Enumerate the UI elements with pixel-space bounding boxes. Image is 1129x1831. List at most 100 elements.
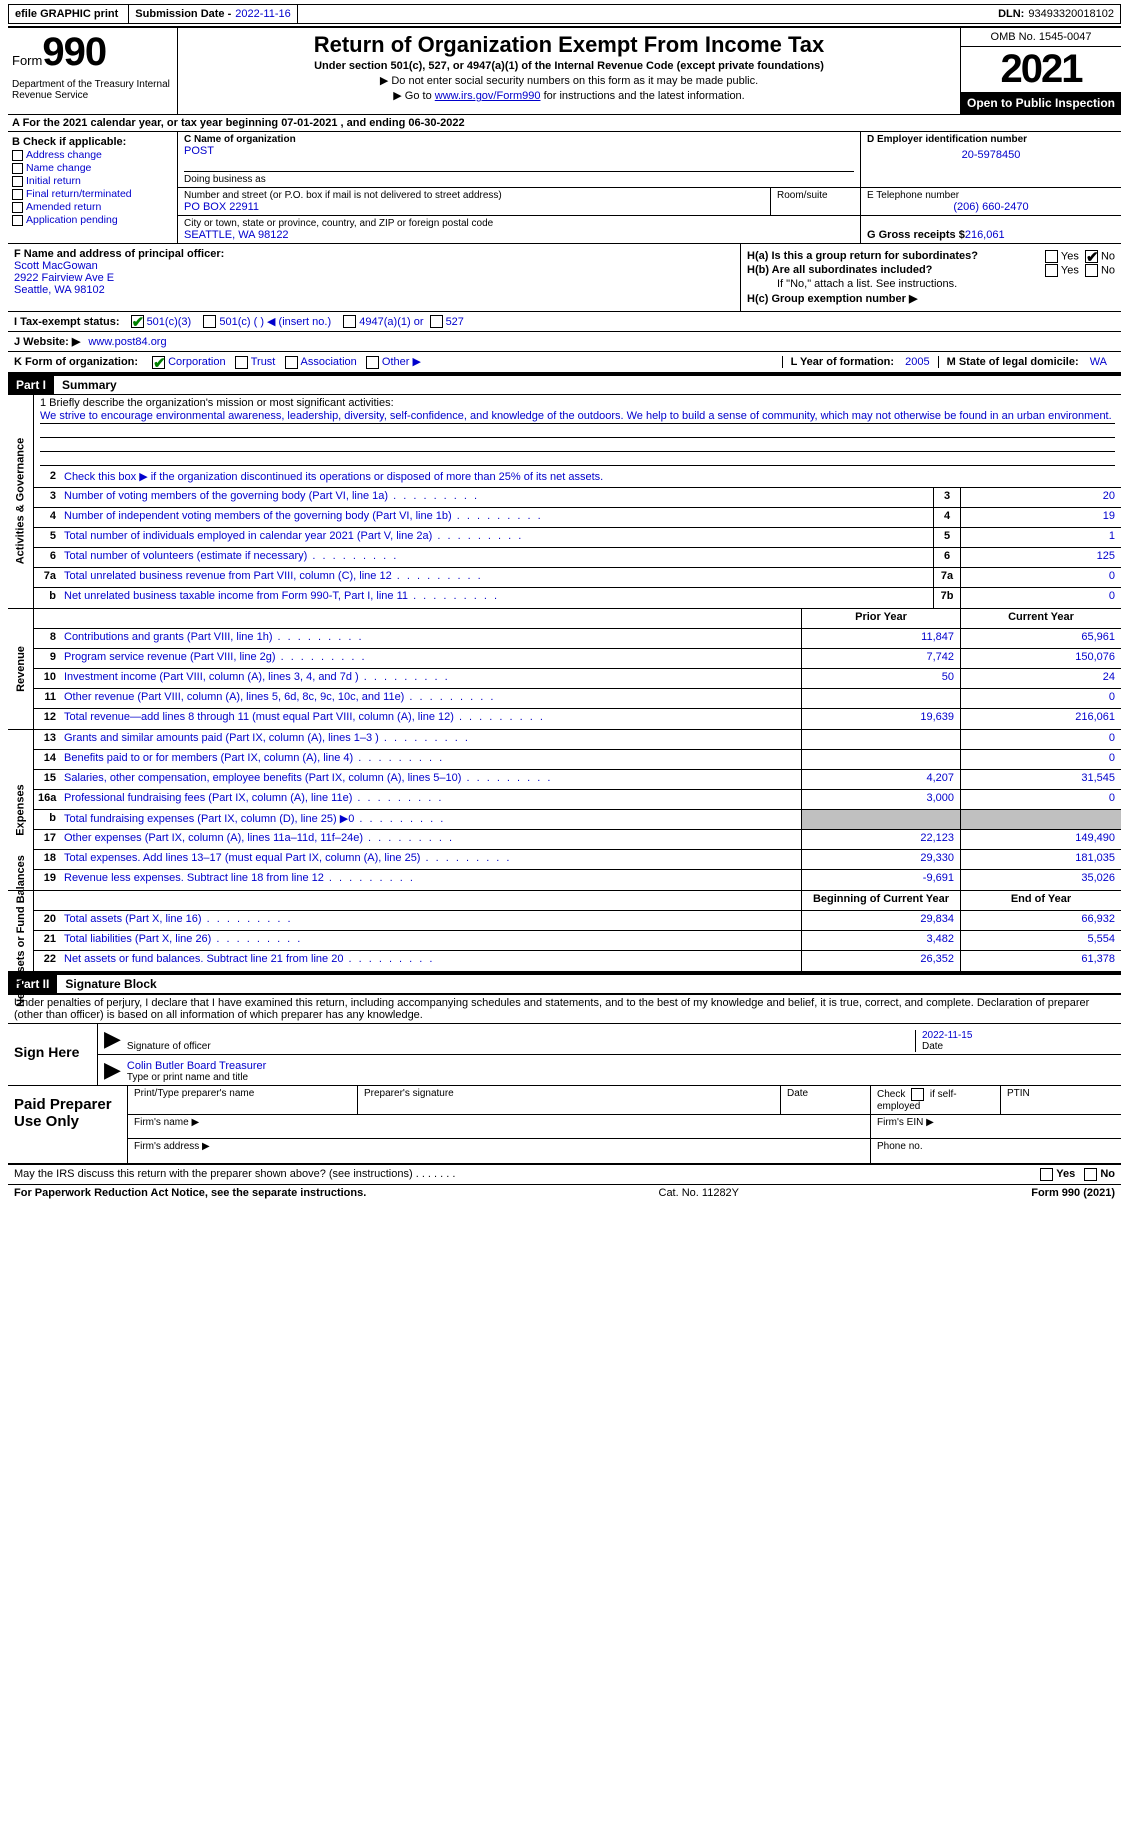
section-bcde: B Check if applicable: Address change Na… (8, 131, 1121, 243)
hb-no[interactable] (1085, 264, 1098, 277)
cb-address-change[interactable]: Address change (12, 149, 173, 161)
discuss-no[interactable] (1084, 1168, 1097, 1181)
officer-signature[interactable]: Signature of officer (127, 1041, 915, 1052)
efile-btn[interactable]: efile GRAPHIC print (9, 5, 129, 23)
f-label: F Name and address of principal officer: (14, 248, 224, 260)
hdr-begin: Beginning of Current Year (801, 891, 961, 910)
table-row: 15 Salaries, other compensation, employe… (34, 770, 1121, 790)
cb-4947[interactable] (343, 315, 356, 328)
form-title: Return of Organization Exempt From Incom… (186, 32, 952, 58)
hc-label: H(c) Group exemption number ▶ (747, 293, 917, 305)
sign-here: Sign Here (8, 1024, 98, 1085)
cb-application[interactable]: Application pending (12, 214, 173, 226)
box-h: H(a) Is this a group return for subordin… (741, 244, 1121, 311)
phone-label: E Telephone number (867, 190, 1115, 201)
dba-label: Doing business as (184, 171, 854, 185)
cb-501c3[interactable] (131, 315, 144, 328)
hdr-end: End of Year (961, 891, 1121, 910)
paperwork-notice: For Paperwork Reduction Act Notice, see … (14, 1187, 366, 1199)
ein: 20-5978450 (867, 149, 1115, 161)
firm-addr: Firm's address ▶ (128, 1139, 871, 1163)
room-label: Room/suite (777, 190, 854, 201)
note-link: ▶ Go to www.irs.gov/Form990 for instruct… (186, 89, 952, 102)
cb-trust[interactable] (235, 356, 248, 369)
officer-name-field: Colin Butler Board TreasurerType or prin… (127, 1060, 1115, 1083)
part2-title: Signature Block (57, 975, 164, 993)
table-row: 18 Total expenses. Add lines 13–17 (must… (34, 850, 1121, 870)
top-bar: efile GRAPHIC print Submission Date - 20… (8, 4, 1121, 24)
form-ref: Form 990 (2021) (1031, 1187, 1115, 1199)
ptin-label: PTIN (1001, 1086, 1121, 1114)
table-row: 13 Grants and similar amounts paid (Part… (34, 730, 1121, 750)
year-formation: 2005 (905, 356, 929, 368)
officer-addr2: Seattle, WA 98102 (14, 284, 105, 296)
gross-receipts: 216,061 (965, 229, 1005, 241)
line-a: A For the 2021 calendar year, or tax yea… (8, 114, 1121, 131)
firm-ein: Firm's EIN ▶ (871, 1115, 1121, 1138)
part1-title: Summary (54, 376, 125, 394)
hb-yes[interactable] (1045, 264, 1058, 277)
cb-501c[interactable] (203, 315, 216, 328)
d-label: D Employer identification number (867, 134, 1027, 145)
cb-assoc[interactable] (285, 356, 298, 369)
table-row: b Net unrelated business taxable income … (34, 588, 1121, 608)
hb-note: If "No," attach a list. See instructions… (747, 278, 1115, 290)
discuss-yes[interactable] (1040, 1168, 1053, 1181)
table-row: 17 Other expenses (Part IX, column (A), … (34, 830, 1121, 850)
table-row: 22 Net assets or fund balances. Subtract… (34, 951, 1121, 971)
table-row: 11 Other revenue (Part VIII, column (A),… (34, 689, 1121, 709)
cb-amended[interactable]: Amended return (12, 201, 173, 213)
ha-no[interactable] (1085, 250, 1098, 263)
form-subtitle: Under section 501(c), 527, or 4947(a)(1)… (186, 60, 952, 72)
prep-sig-label: Preparer's signature (358, 1086, 781, 1114)
mission-q: 1 Briefly describe the organization's mi… (40, 397, 1115, 409)
cb-other[interactable] (366, 356, 379, 369)
table-row: 12 Total revenue—add lines 8 through 11 … (34, 709, 1121, 729)
table-row: 7a Total unrelated business revenue from… (34, 568, 1121, 588)
irs-discuss: May the IRS discuss this return with the… (8, 1165, 1121, 1184)
box-b: B Check if applicable: Address change Na… (8, 132, 178, 243)
part1-tag: Part I (8, 376, 54, 394)
mission-block: 1 Briefly describe the organization's mi… (34, 395, 1121, 468)
table-row: 10 Investment income (Part VIII, column … (34, 669, 1121, 689)
city-label: City or town, state or province, country… (184, 218, 854, 229)
cb-final-return[interactable]: Final return/terminated (12, 188, 173, 200)
summary-netassets: Net Assets or Fund Balances Beginning of… (8, 890, 1121, 973)
irs-link[interactable]: www.irs.gov/Form990 (435, 90, 541, 102)
tax-year: 2021 (961, 47, 1121, 92)
ha-yes[interactable] (1045, 250, 1058, 263)
table-row: 9 Program service revenue (Part VIII, li… (34, 649, 1121, 669)
box-cde: C Name of organization POST Doing busine… (178, 132, 1121, 243)
summary-expenses: Expenses 13 Grants and similar amounts p… (8, 729, 1121, 890)
summary-revenue: Revenue Prior Year Current Year 8 Contri… (8, 608, 1121, 729)
table-row: 20 Total assets (Part X, line 16) 29,834… (34, 911, 1121, 931)
table-row: 6 Total number of volunteers (estimate i… (34, 548, 1121, 568)
cb-527[interactable] (430, 315, 443, 328)
prep-name-label: Print/Type preparer's name (128, 1086, 358, 1114)
header-center: Return of Organization Exempt From Incom… (178, 28, 961, 114)
vtab-gov: Activities & Governance (8, 395, 34, 608)
box-f: F Name and address of principal officer:… (8, 244, 741, 311)
firm-name: Firm's name ▶ (128, 1115, 871, 1138)
gross-label: G Gross receipts $ (867, 229, 965, 241)
section-fh: F Name and address of principal officer:… (8, 243, 1121, 311)
dept-treasury: Department of the Treasury Internal Reve… (12, 79, 173, 101)
cb-initial-return[interactable]: Initial return (12, 175, 173, 187)
mission-answer: We strive to encourage environmental awa… (40, 409, 1115, 424)
prep-title: Paid Preparer Use Only (8, 1086, 128, 1163)
prep-selfemp[interactable]: Check if self-employed (871, 1086, 1001, 1114)
website[interactable]: www.post84.org (88, 336, 166, 348)
row-i: I Tax-exempt status: 501(c)(3) 501(c) ( … (8, 311, 1121, 331)
table-row: 14 Benefits paid to or for members (Part… (34, 750, 1121, 770)
preparer-block: Paid Preparer Use Only Print/Type prepar… (8, 1086, 1121, 1165)
addr-label: Number and street (or P.O. box if mail i… (184, 190, 764, 201)
cb-name-change[interactable]: Name change (12, 162, 173, 174)
prep-date-label: Date (781, 1086, 871, 1114)
table-row: b Total fundraising expenses (Part IX, c… (34, 810, 1121, 830)
cb-corp[interactable] (152, 356, 165, 369)
table-row: 19 Revenue less expenses. Subtract line … (34, 870, 1121, 890)
row-j: J Website: ▶ www.post84.org (8, 331, 1121, 351)
address: PO BOX 22911 (184, 201, 764, 213)
dln: DLN: 93493320018102 (992, 5, 1120, 23)
sign-block: Sign Here ▶ Signature of officer 2022-11… (8, 1023, 1121, 1086)
